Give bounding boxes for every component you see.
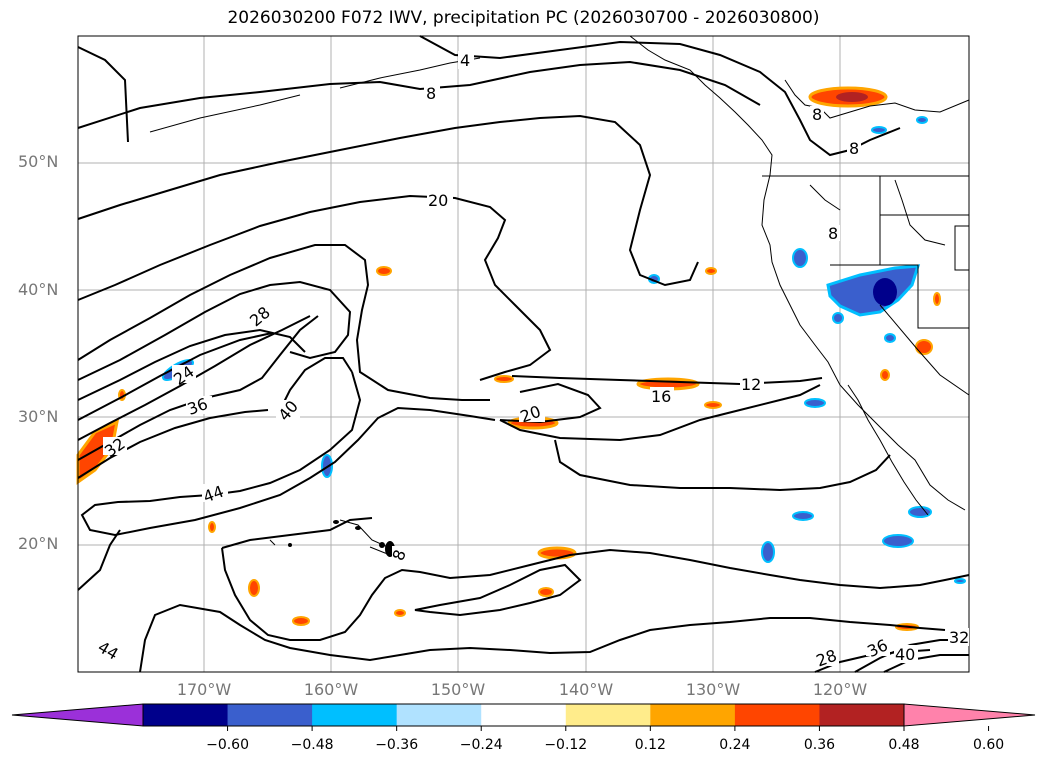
colorbar-extend-low — [11, 703, 144, 727]
contour-labels: 4 8 8 8 8 12 16 20 20 24 28 28 32 32 36 … — [95, 51, 969, 671]
lon-label: 130°W — [685, 680, 741, 699]
contour-label: 12 — [741, 375, 761, 394]
colorbar-tick-label: −0.48 — [290, 737, 334, 753]
colorbar-segment — [650, 704, 736, 726]
islands — [288, 520, 395, 557]
colorbar-segment — [565, 704, 651, 726]
colorbar-segment — [734, 704, 820, 726]
colorbar-segment — [227, 704, 313, 726]
lon-label: 120°W — [812, 680, 868, 699]
contour-label: 8 — [849, 139, 859, 158]
contour-label: 8 — [812, 105, 822, 124]
contour-label: 8 — [828, 224, 838, 243]
map-frame-bg — [78, 36, 969, 672]
contour-label: 20 — [428, 191, 448, 210]
lon-label: 160°W — [303, 680, 359, 699]
lat-label: 30°N — [18, 407, 59, 426]
contour-label: 40 — [895, 645, 915, 664]
colorbar-tick-label: 0.60 — [972, 737, 1005, 753]
colorbar-tick-label: 0.24 — [719, 737, 751, 753]
colorbar-segment — [481, 704, 567, 726]
colorbar-extend-high — [903, 703, 1036, 727]
colorbar-segment — [396, 704, 482, 726]
colorbar-tick-label: −0.24 — [459, 737, 503, 753]
lon-label: 150°W — [430, 680, 486, 699]
colorbar-segment — [819, 704, 905, 726]
map-frame — [77, 35, 970, 673]
colorbar-tick-label: −0.60 — [206, 737, 249, 753]
map-title: 2026030200 F072 IWV, precipitation PC (2… — [227, 8, 820, 28]
lat-label: 20°N — [18, 534, 59, 553]
colorbar-tick-label: −0.36 — [375, 737, 419, 753]
colorbar-tick-label: −0.12 — [544, 737, 588, 753]
coastlines — [149, 35, 970, 559]
contour-label: 16 — [651, 387, 671, 406]
lat-label: 50°N — [18, 152, 59, 171]
contour-label: 32 — [949, 628, 969, 647]
colorbar-tick-label: 0.36 — [803, 737, 836, 753]
colorbar-tick-label: 0.48 — [888, 737, 920, 753]
lat-label: 40°N — [18, 280, 59, 299]
contour-label: 8 — [426, 84, 436, 103]
colorbar-tick-label: 0.12 — [634, 737, 666, 753]
lon-label: 140°W — [558, 680, 614, 699]
contour-label: 4 — [460, 51, 470, 70]
graticule — [78, 36, 969, 672]
colorbar-segment — [143, 704, 229, 726]
colorbar-segment — [312, 704, 398, 726]
colorbar — [11, 703, 1036, 731]
lon-label: 170°W — [176, 680, 232, 699]
